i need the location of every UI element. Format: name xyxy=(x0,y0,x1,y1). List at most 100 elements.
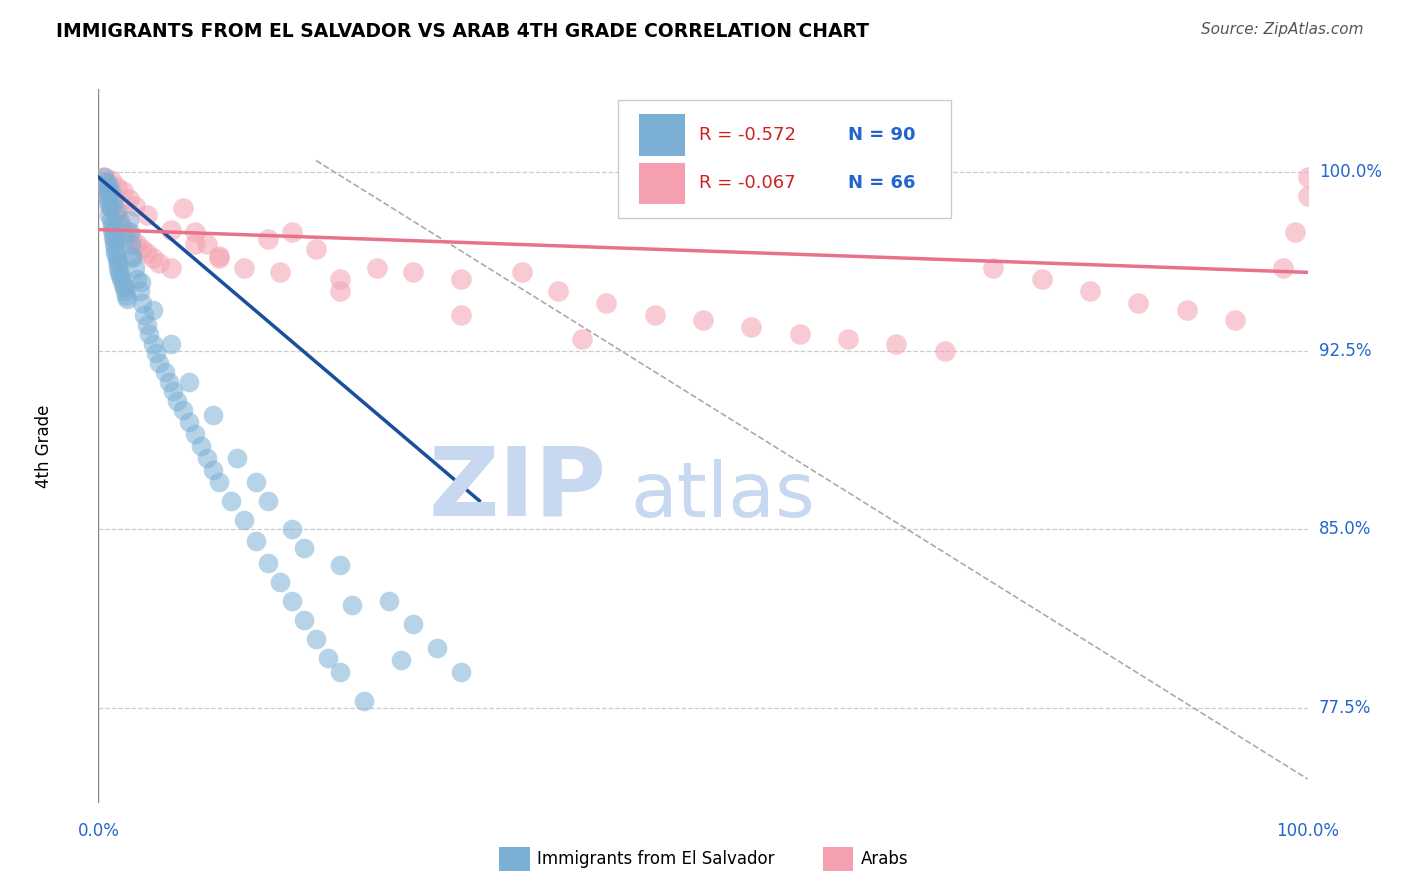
Point xyxy=(121,251,143,265)
Text: Source: ZipAtlas.com: Source: ZipAtlas.com xyxy=(1201,22,1364,37)
Point xyxy=(103,232,125,246)
Point xyxy=(96,179,118,194)
Point xyxy=(426,641,449,656)
Point xyxy=(118,225,141,239)
Point xyxy=(138,327,160,342)
Point xyxy=(148,356,170,370)
Point xyxy=(184,225,207,239)
Point xyxy=(232,513,254,527)
Point xyxy=(226,450,249,465)
Point xyxy=(177,415,201,429)
Point xyxy=(93,170,115,185)
Point xyxy=(104,246,127,260)
Point xyxy=(112,279,135,293)
Point xyxy=(571,332,593,346)
Point xyxy=(1223,313,1246,327)
Point xyxy=(148,256,170,270)
Point xyxy=(101,225,124,239)
Point xyxy=(107,256,129,270)
Text: atlas: atlas xyxy=(630,459,815,533)
Text: 85.0%: 85.0% xyxy=(1319,520,1371,538)
Point xyxy=(450,308,472,322)
Point xyxy=(177,375,201,389)
Point xyxy=(105,253,128,268)
Point xyxy=(1031,272,1053,286)
Point xyxy=(195,236,218,251)
Point xyxy=(377,593,399,607)
Point xyxy=(93,170,115,185)
Point xyxy=(329,272,352,286)
Point xyxy=(837,332,859,346)
Point xyxy=(1078,285,1101,299)
Point xyxy=(117,292,139,306)
Point xyxy=(195,450,218,465)
Text: R = -0.067: R = -0.067 xyxy=(699,175,796,193)
Point xyxy=(269,574,291,589)
Point xyxy=(366,260,388,275)
Point xyxy=(105,249,128,263)
Point xyxy=(97,182,120,196)
Text: 4th Grade: 4th Grade xyxy=(35,404,53,488)
Point xyxy=(101,199,124,213)
Point xyxy=(103,236,125,251)
Point xyxy=(172,403,194,417)
Point xyxy=(329,558,352,572)
Point xyxy=(100,194,122,208)
Point xyxy=(114,285,136,299)
Point xyxy=(232,260,254,275)
Point xyxy=(100,201,122,215)
Point xyxy=(202,463,225,477)
Point xyxy=(98,186,121,201)
Point xyxy=(208,249,231,263)
Point xyxy=(1296,189,1319,203)
Point xyxy=(269,265,291,279)
Point xyxy=(256,493,278,508)
Point xyxy=(97,178,120,192)
Text: N = 66: N = 66 xyxy=(848,175,915,193)
Text: R = -0.572: R = -0.572 xyxy=(699,126,796,144)
Point xyxy=(353,693,375,707)
Point xyxy=(1175,303,1198,318)
Point xyxy=(94,175,117,189)
Point xyxy=(129,275,152,289)
Bar xyxy=(638,162,685,204)
Point xyxy=(142,336,165,351)
Point xyxy=(94,175,117,189)
Point xyxy=(208,251,231,265)
Point xyxy=(305,632,328,646)
Point xyxy=(153,365,176,379)
Point xyxy=(316,650,339,665)
Point xyxy=(402,617,425,632)
Point xyxy=(281,225,304,239)
Point xyxy=(127,236,149,251)
Point xyxy=(107,260,129,275)
Point xyxy=(108,213,131,227)
FancyBboxPatch shape xyxy=(619,100,950,218)
Point xyxy=(108,265,131,279)
Point xyxy=(256,556,278,570)
Point xyxy=(121,232,143,246)
Point xyxy=(96,178,118,192)
Point xyxy=(97,194,120,208)
Point xyxy=(245,475,267,489)
Point xyxy=(329,665,352,679)
Point xyxy=(101,229,124,244)
Point xyxy=(100,189,122,203)
Point xyxy=(118,192,141,206)
Point xyxy=(166,393,188,408)
Text: 100.0%: 100.0% xyxy=(1319,163,1382,181)
Point xyxy=(172,201,194,215)
Point xyxy=(101,194,124,208)
Point xyxy=(402,265,425,279)
Text: ZIP: ZIP xyxy=(429,442,606,535)
Point xyxy=(121,249,143,263)
Point xyxy=(131,296,153,310)
Point xyxy=(389,653,412,667)
Text: 0.0%: 0.0% xyxy=(77,822,120,840)
Point xyxy=(115,289,138,303)
Text: Immigrants from El Salvador: Immigrants from El Salvador xyxy=(537,850,775,868)
Point xyxy=(100,222,122,236)
Point xyxy=(100,213,122,227)
Point xyxy=(157,375,180,389)
Text: IMMIGRANTS FROM EL SALVADOR VS ARAB 4TH GRADE CORRELATION CHART: IMMIGRANTS FROM EL SALVADOR VS ARAB 4TH … xyxy=(56,22,869,41)
